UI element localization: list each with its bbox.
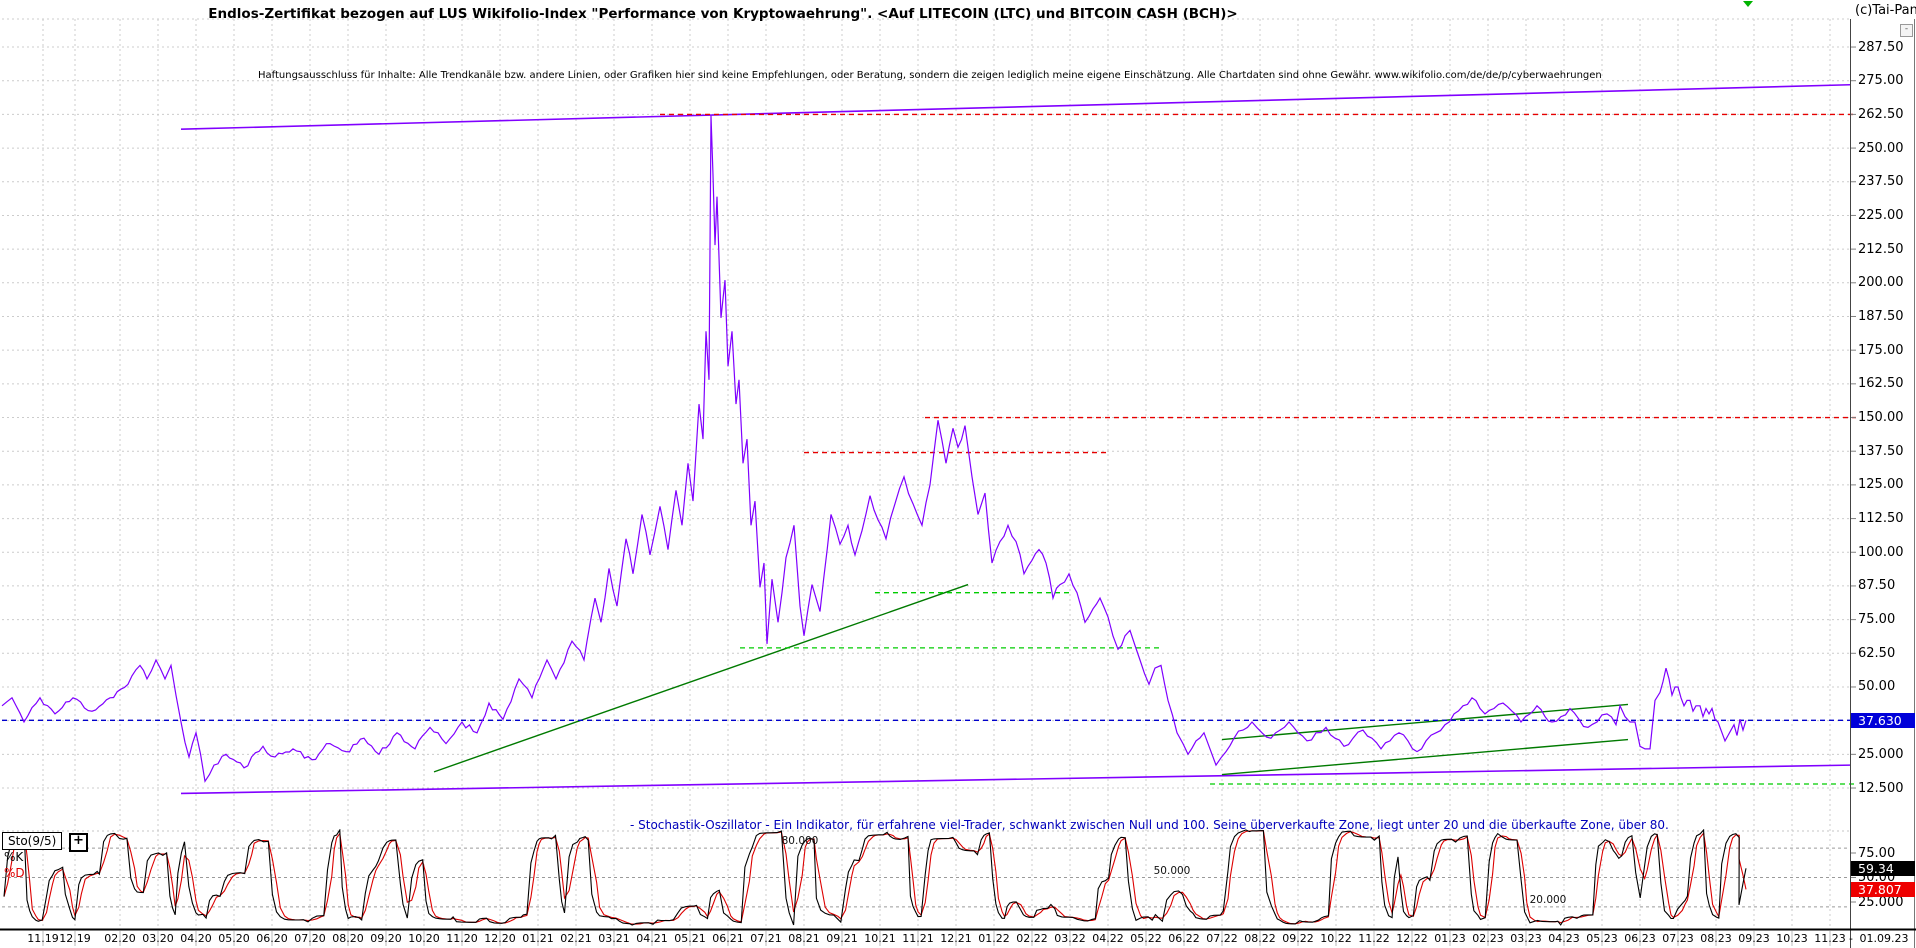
date-marker-triangle-icon (1743, 1, 1753, 7)
price-axis-label: 237.50 (1858, 174, 1904, 190)
date-label: 11.22 (1358, 932, 1390, 945)
price-axis-label: 75.00 (1858, 612, 1896, 628)
stochastic-description: - Stochastik-Oszillator - Ein Indikator,… (630, 818, 1669, 832)
date-label: 07.20 (294, 932, 326, 945)
collapse-axis-button[interactable]: - (1900, 24, 1913, 37)
price-axis-label: 100.00 (1858, 544, 1904, 560)
price-axis-label: 287.50 (1858, 39, 1904, 55)
date-label: 10.22 (1320, 932, 1352, 945)
date-label: 10.20 (408, 932, 440, 945)
date-label: 08.21 (788, 932, 820, 945)
disclaimer-text: Haftungsausschluss für Inhalte: Alle Tre… (258, 70, 1602, 81)
date-label: 05.22 (1130, 932, 1162, 945)
price-axis-label: 250.00 (1858, 140, 1904, 156)
date-label: 09.22 (1282, 932, 1314, 945)
date-label: 03.20 (142, 932, 174, 945)
date-label: 04.22 (1092, 932, 1124, 945)
date-label: 03.21 (598, 932, 630, 945)
price-axis-label: 62.50 (1858, 645, 1896, 661)
current-date-label: 01.09.23 (1859, 932, 1909, 945)
chart-title: Endlos-Zertifikat bezogen auf LUS Wikifo… (208, 6, 1238, 22)
indicator-name-box[interactable]: Sto(9/5) (2, 832, 63, 850)
price-axis-label: 87.50 (1858, 578, 1896, 594)
date-label: 02.22 (1016, 932, 1048, 945)
date-label: 06.22 (1168, 932, 1200, 945)
stochastic-k-line (3, 829, 1747, 926)
date-label: 08.22 (1244, 932, 1276, 945)
k-value-tag: 59.34 (1851, 860, 1915, 876)
level-label-50: 50.000 (1153, 864, 1191, 877)
date-label: 02.20 (104, 932, 136, 945)
date-label: 10.23 (1776, 932, 1808, 945)
price-axis-label: 225.00 (1858, 207, 1904, 223)
date-label: 01.21 (522, 932, 554, 945)
k-line-label: %K (4, 850, 24, 864)
date-label: 06.21 (712, 932, 744, 945)
date-label: - (1849, 932, 1853, 945)
price-axis-label: 12.500 (1858, 780, 1904, 796)
price-axis-label: 50.00 (1858, 679, 1896, 695)
indicator-axis-label: 25.000 (1858, 894, 1904, 910)
channel-lower-green (1221, 738, 1629, 776)
price-axis-label: 275.00 (1858, 73, 1904, 89)
date-label: 01.22 (978, 932, 1010, 945)
date-label: 04.21 (636, 932, 668, 945)
date-label: 10.21 (864, 932, 896, 945)
date-label: 02.23 (1472, 932, 1504, 945)
date-label: 12.22 (1396, 932, 1428, 945)
d-value-tag: 37.807 (1851, 881, 1915, 897)
price-axis-label: 200.00 (1858, 275, 1904, 291)
date-label: 12.21 (940, 932, 972, 945)
date-label: 03.23 (1510, 932, 1542, 945)
price-axis-label: 125.00 (1858, 477, 1904, 493)
date-label: 02.21 (560, 932, 592, 945)
trend-support-bottom-purple (180, 764, 1851, 795)
d-line-label: %D (4, 866, 25, 880)
price-axis-label: 112.50 (1858, 511, 1904, 527)
price-axis-label: 137.50 (1858, 443, 1904, 459)
date-label: 11.20 (446, 932, 478, 945)
date-label: 11.21 (902, 932, 934, 945)
date-label: 07.23 (1662, 932, 1694, 945)
add-indicator-button[interactable]: + (69, 833, 88, 852)
date-label: 09.21 (826, 932, 858, 945)
date-label: 09.20 (370, 932, 402, 945)
current-price-tag: 37.630 (1851, 712, 1915, 728)
date-label: 11.23 (1814, 932, 1846, 945)
date-label: 12.19 (59, 932, 91, 945)
date-label: 05.23 (1586, 932, 1618, 945)
date-label: 08.23 (1700, 932, 1732, 945)
price-axis-label: 175.00 (1858, 342, 1904, 358)
price-axis-label: 25.000 (1858, 746, 1904, 762)
date-label: 08.20 (332, 932, 364, 945)
channel-upper-green (1221, 703, 1629, 741)
trend-mid-green (433, 583, 969, 773)
date-label: 06.23 (1624, 932, 1656, 945)
date-label: 01.23 (1434, 932, 1466, 945)
copyright-label: (c)Tai-Pan (1855, 3, 1916, 18)
date-label: 11.19 (27, 932, 59, 945)
date-label: 06.20 (256, 932, 288, 945)
level-label-80: 80.000 (781, 835, 819, 848)
date-label: 07.21 (750, 932, 782, 945)
level-label-20: 20.000 (1529, 893, 1567, 906)
trend-channel-top-purple (180, 83, 1851, 131)
price-axis-label: 212.50 (1858, 241, 1904, 257)
date-label: 07.22 (1206, 932, 1238, 945)
price-line (1, 115, 1747, 783)
date-label: 09.23 (1738, 932, 1770, 945)
date-label: 04.20 (180, 932, 212, 945)
price-axis-label: 150.00 (1858, 410, 1904, 426)
indicator-axis-label: 75.00 (1858, 845, 1896, 861)
date-label: 12.20 (484, 932, 516, 945)
date-label: 05.21 (674, 932, 706, 945)
price-axis-label: 262.50 (1858, 106, 1904, 122)
date-label: 05.20 (218, 932, 250, 945)
price-axis-label: 162.50 (1858, 376, 1904, 392)
date-label: 04.23 (1548, 932, 1580, 945)
price-axis-label: 187.50 (1858, 308, 1904, 324)
date-label: 03.22 (1054, 932, 1086, 945)
